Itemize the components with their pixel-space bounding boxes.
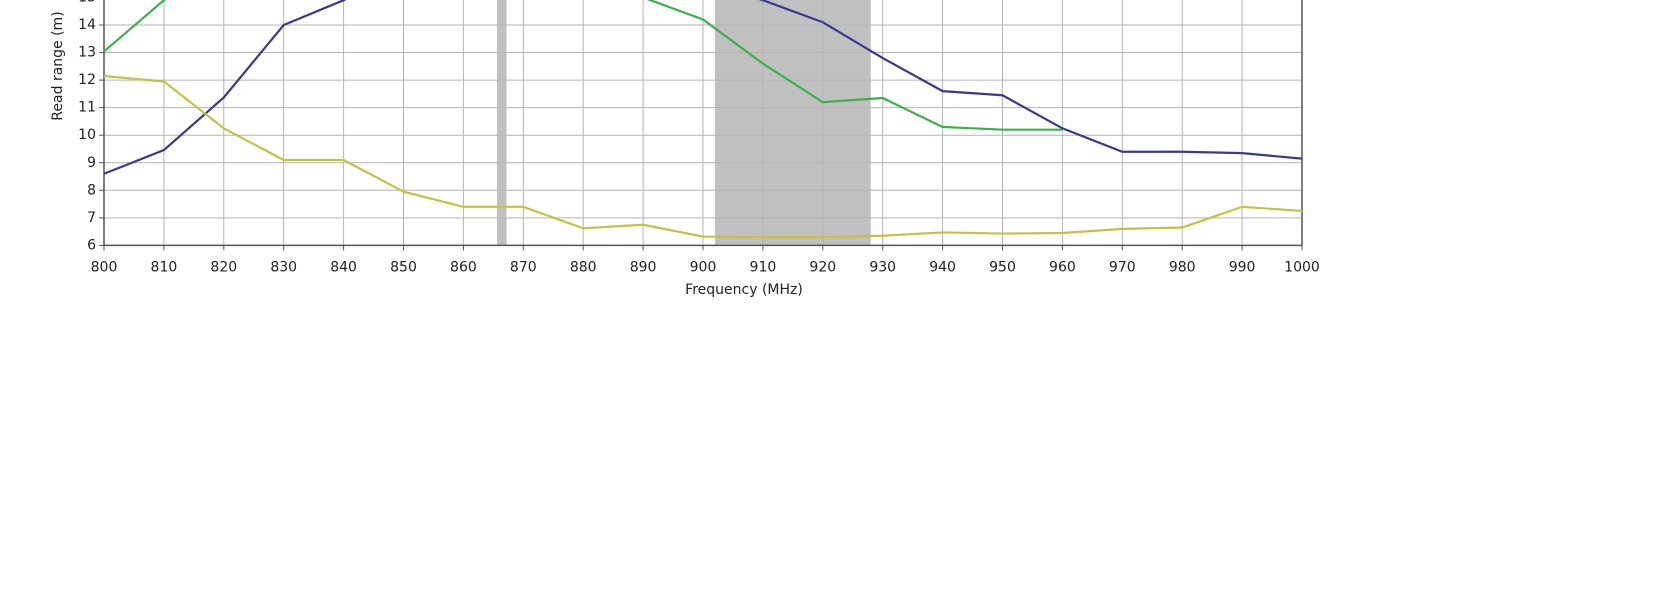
y-tick-label: 10 bbox=[78, 127, 96, 143]
y-axis-title: Read range (m) bbox=[50, 11, 66, 120]
y-tick-label: 9 bbox=[87, 155, 96, 171]
y-tick-label: 7 bbox=[87, 210, 96, 226]
series-line bbox=[103, 0, 1063, 131]
shaded-band bbox=[496, 0, 507, 246]
y-tick-label: 15 bbox=[78, 0, 96, 5]
x-axis-title: Frequency (MHz) bbox=[685, 282, 803, 298]
x-tick-label: 890 bbox=[630, 259, 657, 275]
x-tick-label: 800 bbox=[91, 259, 118, 275]
x-tick-label: 910 bbox=[750, 259, 777, 275]
x-tick-label: 810 bbox=[151, 259, 178, 275]
x-tick-label: 820 bbox=[210, 259, 237, 275]
x-tick-label: 980 bbox=[1169, 259, 1196, 275]
x-tick-label: 850 bbox=[390, 259, 417, 275]
x-tick-label: 880 bbox=[570, 259, 597, 275]
x-tick-label: 930 bbox=[869, 259, 896, 275]
y-tick-label: 6 bbox=[87, 237, 96, 253]
y-tick-label: 11 bbox=[78, 100, 96, 116]
x-tick-label: 950 bbox=[989, 259, 1016, 275]
x-tick-label: 1000 bbox=[1284, 259, 1320, 275]
shaded-band bbox=[714, 0, 871, 246]
series-line bbox=[103, 0, 1303, 175]
x-tick-label: 940 bbox=[929, 259, 956, 275]
y-tick-label: 8 bbox=[87, 182, 96, 198]
x-tick-label: 830 bbox=[270, 259, 297, 275]
x-tick-label: 860 bbox=[450, 259, 477, 275]
y-tick-label: 13 bbox=[78, 45, 96, 61]
x-tick-label: 960 bbox=[1049, 259, 1076, 275]
x-tick-label: 840 bbox=[330, 259, 357, 275]
x-tick-label: 900 bbox=[690, 259, 717, 275]
y-tick-label: 14 bbox=[78, 17, 96, 33]
series-line bbox=[103, 74, 1303, 239]
y-tick-label: 12 bbox=[78, 72, 96, 88]
x-tick-label: 870 bbox=[510, 259, 537, 275]
x-tick-label: 970 bbox=[1109, 259, 1136, 275]
x-tick-label: 920 bbox=[809, 259, 836, 275]
x-tick-label: 990 bbox=[1229, 259, 1256, 275]
